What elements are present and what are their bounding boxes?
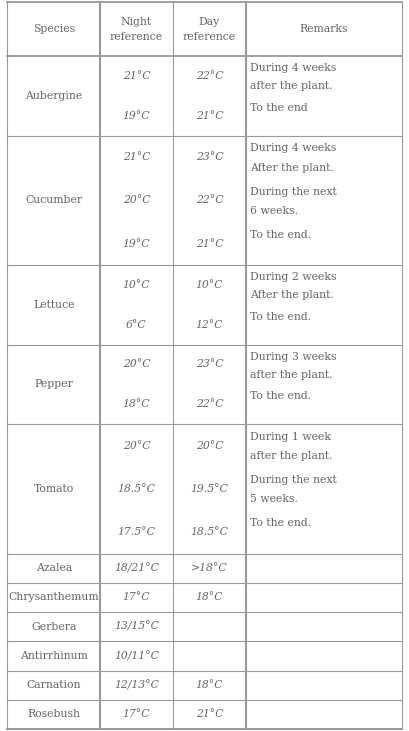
Text: after the plant.: after the plant. bbox=[250, 81, 333, 91]
Text: During the next: During the next bbox=[250, 186, 337, 197]
Text: Species: Species bbox=[33, 24, 75, 34]
Text: Pepper: Pepper bbox=[34, 379, 73, 390]
Text: 18.5°C: 18.5°C bbox=[191, 527, 229, 537]
Text: 6 weeks.: 6 weeks. bbox=[250, 206, 298, 216]
Text: 13/15°C: 13/15°C bbox=[114, 621, 159, 632]
Text: 23°C: 23°C bbox=[196, 360, 223, 369]
Text: 17.5°C: 17.5°C bbox=[117, 527, 155, 537]
Text: Day: Day bbox=[199, 17, 220, 26]
Text: 21°C: 21°C bbox=[196, 709, 223, 719]
Text: After the plant.: After the plant. bbox=[250, 163, 334, 173]
Text: 10/11°C: 10/11°C bbox=[114, 651, 159, 661]
Text: Antirrhinum: Antirrhinum bbox=[20, 651, 88, 661]
Text: To the end.: To the end. bbox=[250, 230, 311, 240]
Text: 19.5°C: 19.5°C bbox=[191, 484, 229, 493]
Text: After the plant.: After the plant. bbox=[250, 290, 334, 300]
Text: During 4 weeks: During 4 weeks bbox=[250, 143, 336, 154]
Text: after the plant.: after the plant. bbox=[250, 451, 333, 461]
Text: 18.5°C: 18.5°C bbox=[117, 484, 155, 493]
Text: Lettuce: Lettuce bbox=[33, 300, 74, 310]
Text: Rosebush: Rosebush bbox=[27, 709, 80, 719]
Text: 23°C: 23°C bbox=[196, 152, 223, 162]
Text: 12°C: 12°C bbox=[196, 319, 223, 330]
Text: 22°C: 22°C bbox=[196, 71, 223, 81]
Text: 21°C: 21°C bbox=[123, 71, 150, 81]
Text: 22°C: 22°C bbox=[196, 399, 223, 409]
Text: 18°C: 18°C bbox=[196, 680, 223, 690]
Text: Cucumber: Cucumber bbox=[25, 195, 82, 205]
Text: 19°C: 19°C bbox=[123, 238, 150, 249]
Text: To the end.: To the end. bbox=[250, 391, 311, 401]
Text: 21°C: 21°C bbox=[123, 152, 150, 162]
Text: During 1 week: During 1 week bbox=[250, 432, 331, 442]
Text: Night: Night bbox=[121, 17, 152, 26]
Text: Azalea: Azalea bbox=[36, 563, 72, 573]
Text: >18°C: >18°C bbox=[191, 563, 228, 573]
Text: During 3 weeks: During 3 weeks bbox=[250, 352, 336, 362]
Text: 20°C: 20°C bbox=[123, 441, 150, 450]
Text: During 4 weeks: During 4 weeks bbox=[250, 64, 336, 73]
Text: 18/21°C: 18/21°C bbox=[114, 563, 159, 573]
Text: 10°C: 10°C bbox=[196, 280, 223, 290]
Text: 18°C: 18°C bbox=[123, 399, 150, 409]
Text: reference: reference bbox=[110, 31, 163, 42]
Text: 17°C: 17°C bbox=[123, 592, 150, 602]
Text: Gerbera: Gerbera bbox=[31, 621, 76, 632]
Text: 20°C: 20°C bbox=[123, 195, 150, 205]
Text: Chrysanthemum: Chrysanthemum bbox=[8, 592, 99, 602]
Text: During 2 weeks: During 2 weeks bbox=[250, 273, 336, 282]
Text: 18°C: 18°C bbox=[196, 592, 223, 602]
Text: 22°C: 22°C bbox=[196, 195, 223, 205]
Text: 20°C: 20°C bbox=[123, 360, 150, 369]
Text: 17°C: 17°C bbox=[123, 709, 150, 719]
Text: 10°C: 10°C bbox=[123, 280, 150, 290]
Text: To the end.: To the end. bbox=[250, 312, 311, 322]
Text: During the next: During the next bbox=[250, 475, 337, 485]
Text: Carnation: Carnation bbox=[27, 680, 81, 690]
Text: Tomato: Tomato bbox=[34, 484, 74, 493]
Text: Aubergine: Aubergine bbox=[25, 91, 82, 101]
Text: 12/13°C: 12/13°C bbox=[114, 680, 159, 690]
Text: 21°C: 21°C bbox=[196, 238, 223, 249]
Text: 5 weeks.: 5 weeks. bbox=[250, 494, 298, 504]
Text: 19°C: 19°C bbox=[123, 111, 150, 121]
Text: To the end: To the end bbox=[250, 103, 308, 113]
Text: Remarks: Remarks bbox=[299, 24, 348, 34]
Text: 20°C: 20°C bbox=[196, 441, 223, 450]
Text: reference: reference bbox=[183, 31, 236, 42]
Text: after the plant.: after the plant. bbox=[250, 370, 333, 379]
Text: 6°C: 6°C bbox=[126, 319, 147, 330]
Text: To the end.: To the end. bbox=[250, 518, 311, 528]
Text: 21°C: 21°C bbox=[196, 111, 223, 121]
